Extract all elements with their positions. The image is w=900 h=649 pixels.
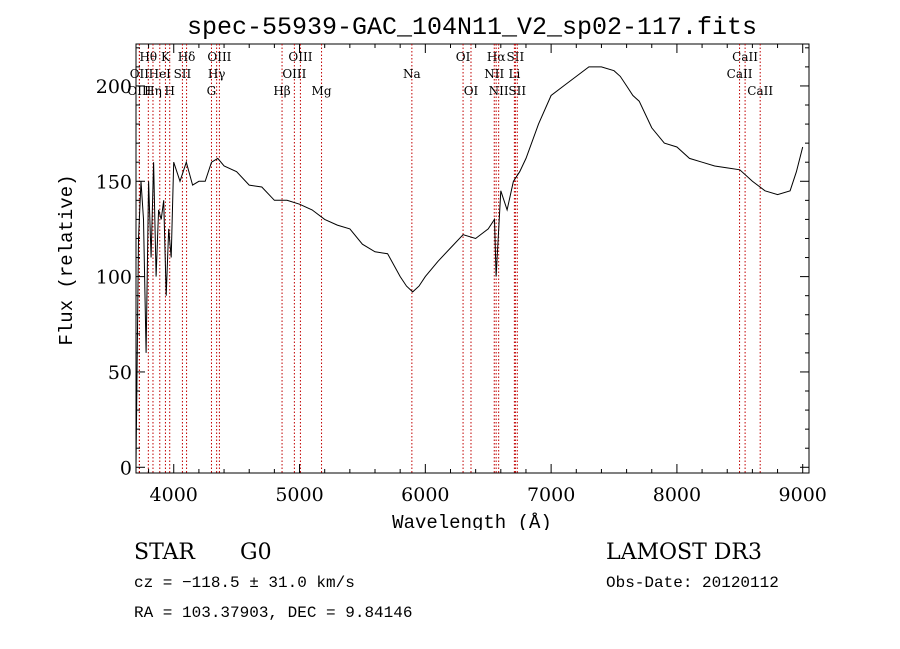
x-tick-label-0: 4000	[150, 484, 198, 506]
survey-name: LAMOST DR3	[606, 540, 762, 565]
line-label-5: Hη	[144, 84, 162, 98]
line-label-16: Na	[403, 67, 421, 81]
line-label-8: H	[164, 84, 174, 98]
redshift-cz: cz = −118.5 ± 31.0 km/s	[134, 574, 355, 592]
y-tick-label-2: 100	[96, 267, 132, 289]
line-label-7: SII	[174, 67, 192, 81]
y-tick-label-3: 150	[96, 171, 132, 193]
object-type: STAR	[134, 540, 195, 565]
line-label-2: OIII	[127, 84, 151, 98]
line-label-24: SII	[508, 84, 526, 98]
line-label-12: OIII	[288, 50, 312, 64]
line-label-26: CaII	[727, 67, 753, 81]
spectrum-chart: spec-55939-GAC_104N11_V2_sp02-117.fits H…	[56, 13, 827, 530]
line-label-19: Hα	[487, 50, 506, 64]
x-axis-label: Wavelength (Å)	[392, 512, 552, 530]
line-label-22: Li	[508, 67, 520, 81]
line-label-1: OII	[130, 67, 150, 81]
x-tick-label-1: 5000	[275, 484, 323, 506]
plot-frame	[135, 43, 810, 474]
line-label-21: NII	[484, 67, 504, 81]
x-tick-label-3: 7000	[527, 484, 575, 506]
line-label-3: K	[161, 50, 171, 64]
line-label-9: OIII	[207, 50, 231, 64]
coordinates: RA = 103.37903, DEC = 9.84146	[134, 604, 413, 622]
x-tick-label-2: 6000	[401, 484, 449, 506]
x-tick-label-5: 9000	[779, 484, 827, 506]
line-label-25: CaII	[732, 50, 758, 64]
line-label-23: NII	[489, 84, 509, 98]
line-label-20: SII	[507, 50, 525, 64]
y-tick-label-4: 200	[96, 76, 132, 98]
y-axis-label: Flux (relative)	[56, 174, 78, 345]
observation-date: Obs-Date: 20120112	[606, 574, 779, 592]
line-label-17: OI	[456, 50, 471, 64]
line-label-4: HeI	[149, 67, 172, 81]
spectral-subclass: G0	[240, 540, 272, 565]
x-tick-label-4: 8000	[653, 484, 701, 506]
chart-title: spec-55939-GAC_104N11_V2_sp02-117.fits	[187, 13, 757, 42]
line-label-6: Hδ	[178, 50, 196, 64]
line-label-10: Hγ	[208, 67, 226, 81]
axis-ticks: 4000 5000 6000 7000 8000 9000 0 50 100 150 200	[96, 44, 827, 506]
flux-series-line	[135, 66, 804, 468]
line-label-27: CaII	[747, 84, 773, 98]
line-label-11: G	[207, 84, 217, 98]
y-tick-label-0: 0	[120, 457, 132, 479]
line-label-18: OI	[464, 84, 479, 98]
line-label-15: Mg	[312, 84, 332, 98]
line-label-0: Hθ	[139, 50, 157, 64]
y-tick-label-1: 50	[108, 362, 132, 384]
line-label-13: OIII	[282, 67, 306, 81]
line-label-14: Hβ	[273, 84, 290, 98]
